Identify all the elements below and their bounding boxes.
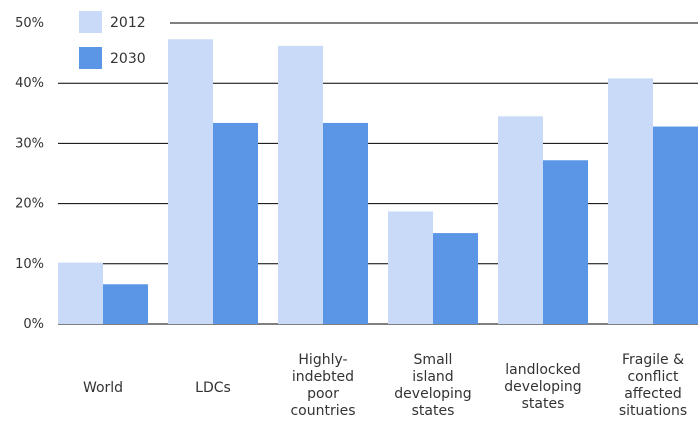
bar-2012 — [608, 78, 653, 324]
legend-item: 2030 — [79, 47, 146, 69]
category-label-line: states — [522, 396, 565, 412]
category-label-line: Fragile & — [622, 352, 684, 368]
bar-2012 — [388, 211, 433, 324]
category-label-line: conflict — [627, 369, 679, 385]
legend-label: 2030 — [110, 51, 146, 67]
category-label: LDCs — [195, 380, 231, 396]
bar-2030 — [103, 284, 148, 324]
category-label-line: poor — [307, 386, 339, 402]
bar-2030 — [433, 233, 478, 324]
y-tick-label: 0% — [23, 317, 44, 332]
category-label-line: Small — [414, 352, 453, 368]
y-tick-label: 50% — [15, 16, 44, 31]
legend-swatch — [79, 11, 102, 33]
category-label-line: affected — [624, 386, 682, 402]
category-label-line: LDCs — [195, 380, 231, 396]
bar-2012 — [278, 45, 323, 324]
legend-label: 2012 — [110, 15, 146, 31]
y-tick-label: 20% — [15, 197, 44, 212]
bar-2030 — [213, 122, 258, 324]
category-label-line: landlocked — [505, 362, 581, 378]
y-tick-label: 40% — [15, 76, 44, 91]
bar-2012 — [498, 116, 543, 324]
bar-2030 — [653, 126, 698, 324]
legend-swatch — [79, 47, 102, 69]
bars — [58, 39, 698, 325]
y-tick-label: 10% — [15, 257, 44, 272]
category-label-line: countries — [290, 403, 355, 419]
category-label-line: World — [83, 380, 123, 396]
category-label-line: Highly- — [298, 352, 347, 368]
legend-item: 2012 — [79, 11, 146, 33]
y-tick-label: 30% — [15, 136, 44, 151]
y-axis-tick-labels: 0% 10% 20% 30% 40% 50% — [15, 16, 44, 332]
category-label-line: situations — [619, 403, 687, 419]
legend: 2012 2030 — [79, 11, 146, 69]
category-label-line: developing — [504, 379, 581, 395]
category-label: World — [83, 380, 123, 396]
category-label-line: states — [412, 403, 455, 419]
category-label-line: developing — [394, 386, 471, 402]
grid-lines — [58, 22, 698, 325]
bar-2012 — [168, 39, 213, 325]
bar-2012 — [58, 262, 103, 324]
bar-2030 — [323, 122, 368, 324]
category-label-line: island — [412, 369, 453, 385]
category-label-line: indebted — [292, 369, 354, 385]
bar-2030 — [543, 160, 588, 324]
